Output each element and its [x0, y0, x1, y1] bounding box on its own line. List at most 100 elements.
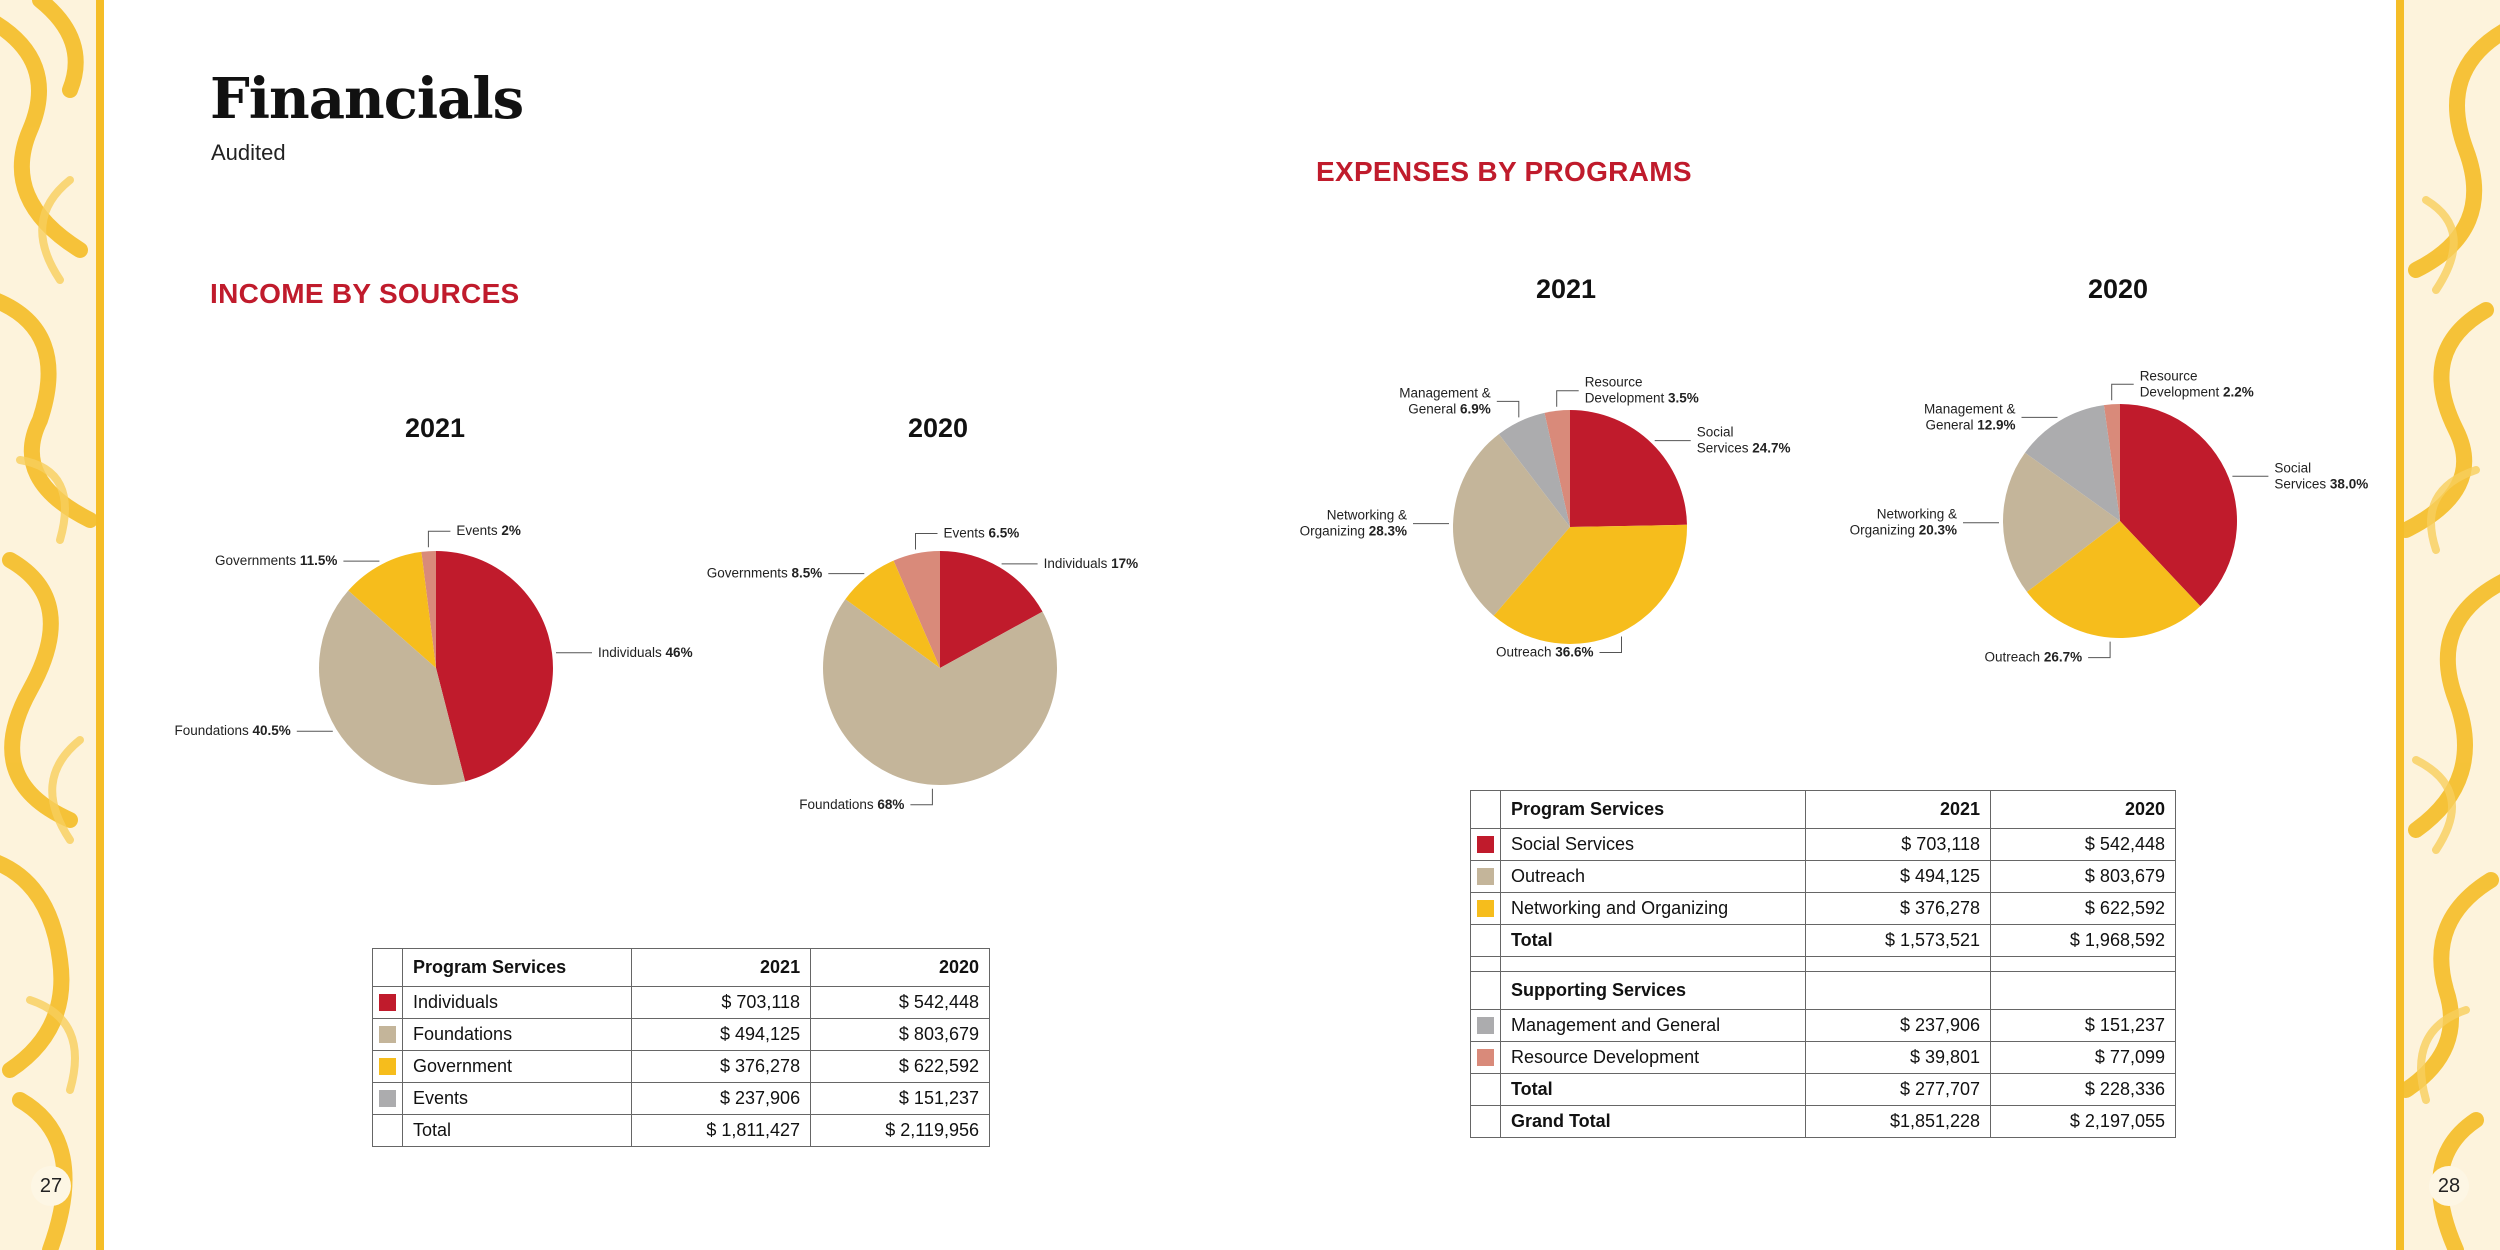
slice-label-foundations: Foundations 40.5% — [174, 723, 290, 738]
slice-label-management-general: Management & General 12.9% — [1924, 401, 2016, 432]
page-number-right: 28 — [2429, 1166, 2469, 1206]
slice-label-management-general: Management & General 6.9% — [1399, 385, 1491, 416]
row-value-2020: $ 1,968,592 — [1990, 924, 2176, 957]
table-row: Social Services $ 703,118 $ 542,448 — [1470, 828, 2176, 861]
row-value-2021: $ 376,278 — [631, 1050, 812, 1083]
table-row: Events $ 237,906 $ 151,237 — [372, 1082, 990, 1115]
slice-label-individuals: Individuals 46% — [598, 645, 693, 660]
slice-percent: 11.5% — [300, 553, 338, 568]
row-value-2021: $ 237,906 — [1805, 1009, 1992, 1042]
expenses-table: Program Services 2021 2020 Social Servic… — [1470, 790, 2176, 1138]
pie-slice-outreach — [1493, 524, 1688, 644]
row-value-2021: $ 39,801 — [1805, 1041, 1992, 1074]
leader-line — [1556, 390, 1579, 407]
slice-percent: 46% — [666, 645, 693, 660]
pie-slice-governments — [845, 560, 940, 668]
expenses-col-2020: 2020 — [1990, 790, 2176, 829]
pie-slice-social-services — [1570, 410, 1687, 527]
income-col-2020: 2020 — [810, 948, 990, 987]
expenses-2020-pie-chart: Social Services 38.0% Resource Development … — [1850, 368, 2369, 665]
header-swatch-cell — [1470, 790, 1501, 829]
table-row: Foundations $ 494,125 $ 803,679 — [372, 1018, 990, 1051]
legend-swatch-networking — [1477, 900, 1494, 917]
expenses-2020-year-label: 2020 — [2087, 274, 2149, 304]
pie-slice-events — [421, 551, 436, 668]
table-row-grand-total: Grand Total $1,851,228 $ 2,197,055 — [1470, 1105, 2176, 1138]
row-label: Outreach — [1499, 860, 1807, 893]
leader-line — [427, 530, 451, 548]
pie-slice-management-general — [1498, 412, 1570, 527]
row-value-2021: $1,851,228 — [1805, 1105, 1992, 1138]
table-row-total: Total $ 1,573,521 $ 1,968,592 — [1470, 924, 2176, 957]
slice-percent: 24.7% — [1752, 441, 1790, 456]
row-value-2020: $ 2,119,956 — [810, 1114, 990, 1147]
table-spacer-row — [1470, 956, 2176, 972]
expenses-col-2021: 2021 — [1805, 790, 1992, 829]
income-2020-pie-chart: Individuals 17% Events 6.5% Governments 8.… — [707, 526, 1138, 812]
row-value-2021: $ 703,118 — [1805, 828, 1992, 861]
slice-percent: 40.5% — [253, 723, 291, 738]
row-value-2021: $ 376,278 — [1805, 892, 1992, 925]
row-value-2020: $ 228,336 — [1990, 1073, 2176, 1106]
pie-slice-resource-development — [1544, 410, 1570, 527]
table-row: Resource Development $ 39,801 $ 77,099 — [1470, 1041, 2176, 1074]
slice-percent: 12.9% — [1977, 417, 2015, 432]
row-value-2021: $ 494,125 — [1805, 860, 1992, 893]
slice-percent: 20.3% — [1919, 523, 1957, 538]
row-label: Individuals — [401, 986, 633, 1019]
pie-slice-foundations — [823, 599, 1058, 786]
pie-slice-foundations — [319, 590, 466, 785]
row-value-2020: $ 151,237 — [1990, 1009, 2176, 1042]
pie-slice-resource-development — [2103, 404, 2120, 521]
table-section-row: Supporting Services — [1470, 971, 2176, 1010]
slice-label-networking-organizing: Networking & Organizing 28.3% — [1300, 508, 1407, 539]
table-row: Outreach $ 494,125 $ 803,679 — [1470, 860, 2176, 893]
income-table: Program Services 2021 2020 Individuals $… — [372, 948, 990, 1147]
income-2021-year-label: 2021 — [404, 413, 466, 443]
leader-line — [910, 788, 933, 806]
legend-swatch-resource-development — [1477, 1049, 1494, 1066]
row-value-2021: $ 1,811,427 — [631, 1114, 812, 1147]
decorative-band-right — [2396, 0, 2500, 1250]
expenses-col-label: Program Services — [1499, 790, 1807, 829]
row-value-2021: $ 237,906 — [631, 1082, 812, 1115]
row-value-2020: $ 2,197,055 — [1990, 1105, 2176, 1138]
slice-percent: 36.6% — [1555, 645, 1593, 660]
pie-slice-governments — [348, 551, 436, 668]
row-label: Resource Development — [1499, 1041, 1807, 1074]
slice-percent: 17% — [1111, 556, 1138, 571]
row-value-2020: $ 151,237 — [810, 1082, 990, 1115]
decorative-band-left — [0, 0, 104, 1250]
slice-percent: 6.9% — [1460, 401, 1491, 416]
slice-label-governments: Governments 8.5% — [707, 566, 823, 581]
row-value-2020: $ 542,448 — [810, 986, 990, 1019]
slice-percent: 68% — [877, 797, 904, 812]
leader-line — [915, 533, 938, 550]
row-value-2021: $ 703,118 — [631, 986, 812, 1019]
row-value-2020: $ 542,448 — [1990, 828, 2176, 861]
row-value-2021: $ 277,707 — [1805, 1073, 1992, 1106]
slice-label-outreach: Outreach 26.7% — [1985, 650, 2083, 665]
slice-percent: 26.7% — [2044, 650, 2082, 665]
income-2021-pie-chart: Individuals 46% Events 2% Governments 11.5… — [174, 523, 693, 785]
slice-label-social-services: Social Services 24.7% — [1697, 425, 1791, 456]
slice-percent: 8.5% — [792, 566, 823, 581]
pie-slice-events — [893, 551, 940, 668]
pie-slice-outreach — [2026, 521, 2201, 639]
table-row: Government $ 376,278 $ 622,592 — [372, 1050, 990, 1083]
expenses-heading: EXPENSES BY PROGRAMS — [1316, 156, 1692, 187]
row-label: Total — [1499, 924, 1807, 957]
legend-swatch-foundations — [379, 1026, 396, 1043]
row-label: Government — [401, 1050, 633, 1083]
leader-line — [1496, 400, 1520, 418]
slice-label-outreach: Outreach 36.6% — [1496, 645, 1594, 660]
row-label: Total — [401, 1114, 633, 1147]
slice-percent: 3.5% — [1668, 391, 1699, 406]
pie-slice-networking-organizing — [1452, 434, 1570, 616]
income-col-label: Program Services — [401, 948, 633, 987]
slice-label-resource-development: Resource Development 2.2% — [2140, 368, 2254, 399]
pie-slice-social-services — [2120, 404, 2238, 607]
row-value-2021: $ 494,125 — [631, 1018, 812, 1051]
row-value-2020: $ 803,679 — [1990, 860, 2176, 893]
page-number-left: 27 — [31, 1166, 71, 1206]
